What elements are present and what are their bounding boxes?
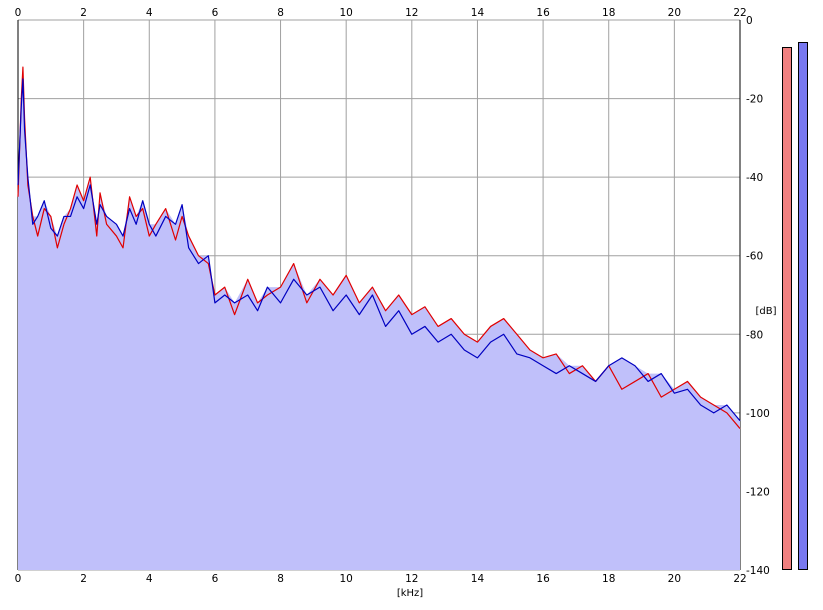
y-tick-label: -20 xyxy=(746,94,763,106)
top-x-axis: 0 2 4 6 8 10 12 14 16 18 20 22 xyxy=(15,7,747,19)
x-tick-label-top: 18 xyxy=(602,7,615,19)
x-tick-label-bottom: 10 xyxy=(339,573,352,585)
x-tick-label-bottom: 12 xyxy=(405,573,418,585)
x-tick-label-bottom: 14 xyxy=(471,573,485,585)
x-tick-label-top: 20 xyxy=(668,7,681,19)
x-tick-label-top: 4 xyxy=(146,7,153,19)
y-tick-label: -80 xyxy=(746,329,763,341)
x-axis-label: [kHz] xyxy=(397,588,423,599)
x-tick-label-bottom: 18 xyxy=(602,573,615,585)
x-tick-label-top: 22 xyxy=(733,7,746,19)
spectrum-area xyxy=(18,67,740,571)
y-tick-label: -40 xyxy=(746,172,763,184)
right-y-axis: 0 -20 -40 -60 -80 -100 -120 -140 xyxy=(746,15,770,577)
x-tick-label-bottom: 0 xyxy=(15,573,22,585)
y-tick-label: -140 xyxy=(746,565,770,577)
x-tick-label-top: 16 xyxy=(536,7,550,19)
y-tick-label: -120 xyxy=(746,486,770,498)
x-tick-label-top: 10 xyxy=(339,7,352,19)
y-tick-label: -100 xyxy=(746,408,770,420)
x-tick-label-top: 6 xyxy=(212,7,219,19)
x-tick-label-bottom: 4 xyxy=(146,573,153,585)
x-tick-label-bottom: 22 xyxy=(733,573,746,585)
x-tick-label-bottom: 2 xyxy=(80,573,87,585)
x-tick-label-bottom: 6 xyxy=(212,573,219,585)
x-tick-label-top: 2 xyxy=(80,7,87,19)
x-tick-label-bottom: 16 xyxy=(536,573,550,585)
x-tick-label-top: 14 xyxy=(471,7,485,19)
series-line-2 xyxy=(17,78,741,422)
x-tick-label-top: 0 xyxy=(15,7,22,19)
level-meter-right xyxy=(798,42,808,570)
x-tick-label-bottom: 20 xyxy=(668,573,681,585)
y-tick-label: -60 xyxy=(746,251,763,263)
series-lines xyxy=(17,66,741,429)
spectrum-fill xyxy=(18,67,740,571)
level-meter-left xyxy=(782,47,792,570)
x-tick-label-top: 12 xyxy=(405,7,418,19)
y-axis-label: [dB] xyxy=(755,306,776,317)
x-tick-label-bottom: 8 xyxy=(277,573,284,585)
series-line-1 xyxy=(17,66,741,429)
x-tick-label-top: 8 xyxy=(277,7,284,19)
bottom-x-axis: 0 2 4 6 8 10 12 14 16 18 20 22 xyxy=(15,573,747,585)
y-tick-label: 0 xyxy=(746,15,753,27)
